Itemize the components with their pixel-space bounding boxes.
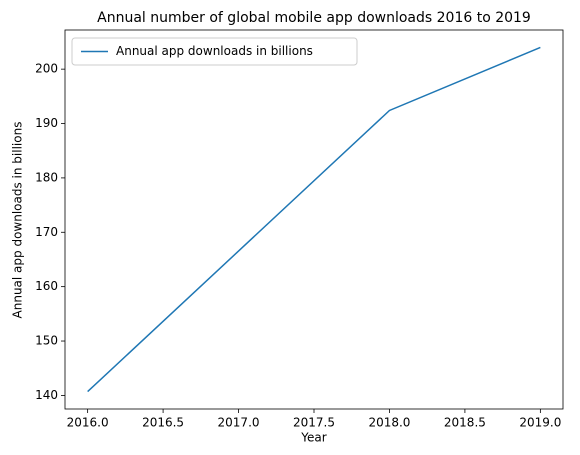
legend-box bbox=[71, 37, 358, 66]
y-tick-label: 180 bbox=[35, 170, 58, 184]
x-tick-label: 2017.0 bbox=[218, 416, 260, 430]
data-line bbox=[87, 46, 541, 393]
y-axis-label: Annual app downloads in billions bbox=[11, 122, 25, 319]
legend-label: Annual app downloads in billions bbox=[116, 44, 313, 58]
y-tick-label: 200 bbox=[35, 62, 58, 76]
y-tick-label: 140 bbox=[35, 388, 58, 402]
y-tick-label: 150 bbox=[35, 334, 58, 348]
x-tick-label: 2017.5 bbox=[293, 416, 335, 430]
x-tick-label: 2018.0 bbox=[368, 416, 410, 430]
x-tick-label: 2019.0 bbox=[519, 416, 561, 430]
x-tick-label: 2016.5 bbox=[142, 416, 184, 430]
x-tick-label: 2018.5 bbox=[444, 416, 486, 430]
chart-title: Annual number of global mobile app downl… bbox=[97, 10, 531, 26]
x-tick-label: 2016.0 bbox=[67, 416, 109, 430]
y-tick-label: 190 bbox=[35, 116, 58, 130]
x-axis-label: Year bbox=[300, 431, 326, 445]
plot-frame bbox=[64, 29, 564, 410]
y-tick-label: 160 bbox=[35, 279, 58, 293]
y-tick-label: 170 bbox=[35, 225, 58, 239]
